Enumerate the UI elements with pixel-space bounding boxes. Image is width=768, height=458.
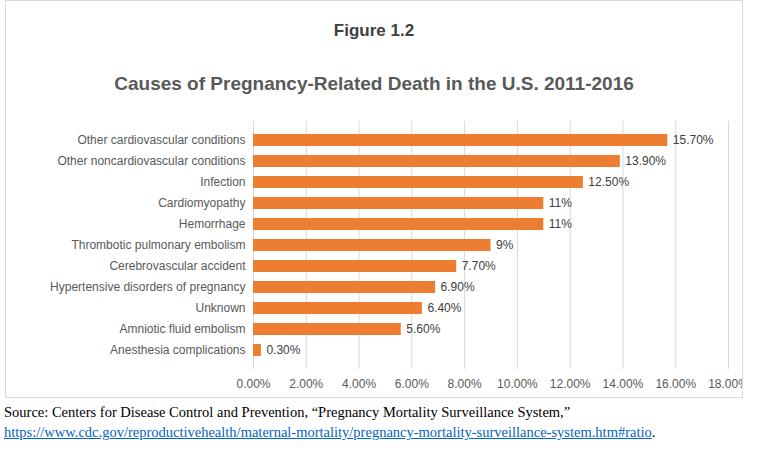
svg-text:6.00%: 6.00% xyxy=(395,377,429,391)
svg-text:0.00%: 0.00% xyxy=(236,377,270,391)
svg-text:11%: 11% xyxy=(549,217,572,231)
svg-text:Other noncardiovascular condit: Other noncardiovascular conditions xyxy=(57,154,245,168)
html-text:Source: Centers for Disease Co: Source: Centers for Disease Control and … xyxy=(4,404,571,420)
svg-text:12.00%: 12.00% xyxy=(550,377,591,391)
svg-text:18.00%: 18.00% xyxy=(708,377,742,391)
svg-text:6.90%: 6.90% xyxy=(441,280,475,294)
svg-text:Hemorrhage: Hemorrhage xyxy=(179,217,246,231)
html-text:Figure 1.2: Figure 1.2 xyxy=(333,21,415,40)
svg-text:2.00%: 2.00% xyxy=(289,377,323,391)
svg-text:Anesthesia complications: Anesthesia complications xyxy=(110,343,245,357)
svg-text:Cardiomyopathy: Cardiomyopathy xyxy=(158,196,245,210)
svg-text:9%: 9% xyxy=(496,238,514,252)
svg-text:Hypertensive disorders of preg: Hypertensive disorders of pregnancy xyxy=(50,280,245,294)
svg-text:Unknown: Unknown xyxy=(195,301,245,315)
svg-text:5.60%: 5.60% xyxy=(406,322,440,336)
svg-text:14.00%: 14.00% xyxy=(603,377,644,391)
svg-text:0.30%: 0.30% xyxy=(266,343,300,357)
svg-text:8.00%: 8.00% xyxy=(448,377,482,391)
svg-text:6.40%: 6.40% xyxy=(427,301,461,315)
svg-text:Other cardiovascular condition: Other cardiovascular conditions xyxy=(77,133,245,147)
svg-text:16.00%: 16.00% xyxy=(655,377,696,391)
svg-text:15.70%: 15.70% xyxy=(673,133,714,147)
svg-text:10.00%: 10.00% xyxy=(497,377,538,391)
svg-text:4.00%: 4.00% xyxy=(342,377,376,391)
svg-text:Thrombotic pulmonary embolism: Thrombotic pulmonary embolism xyxy=(71,238,245,252)
svg-text:Cerebrovascular accident: Cerebrovascular accident xyxy=(109,259,246,273)
html-text:Causes of Pregnancy-Related De: Causes of Pregnancy-Related Death in the… xyxy=(114,73,634,94)
svg-text:Infection: Infection xyxy=(200,175,245,189)
svg-text:13.90%: 13.90% xyxy=(625,154,666,168)
html-text:https://www.cdc.gov/reproducti: https://www.cdc.gov/reproductivehealth/m… xyxy=(4,424,656,440)
svg-text:12.50%: 12.50% xyxy=(588,175,629,189)
svg-text:Amniotic fluid embolism: Amniotic fluid embolism xyxy=(119,322,245,336)
svg-text:11%: 11% xyxy=(549,196,572,210)
svg-text:7.70%: 7.70% xyxy=(462,259,496,273)
